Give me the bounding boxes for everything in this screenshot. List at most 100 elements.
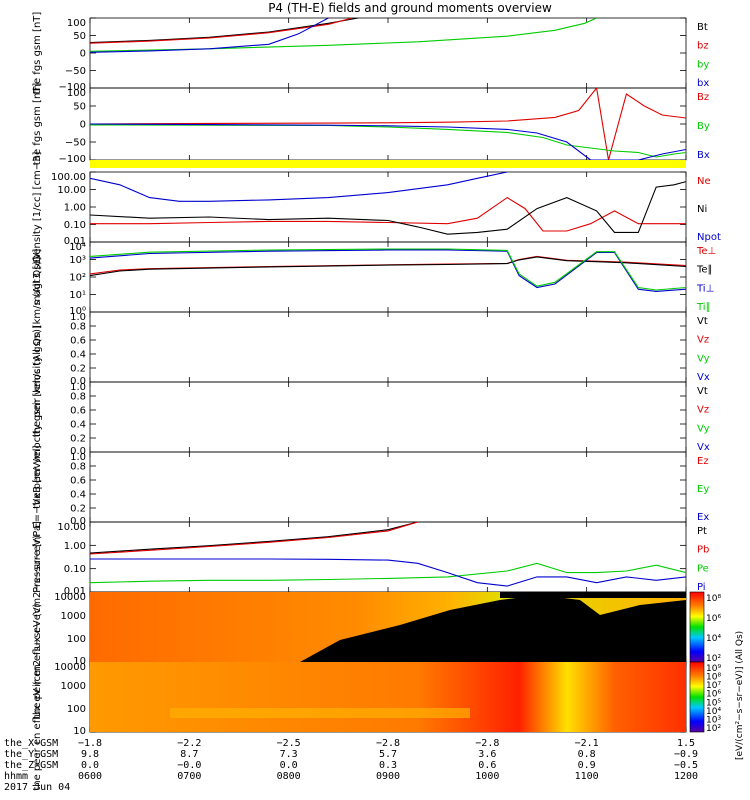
- x-axis-value: −2.5: [277, 738, 301, 749]
- panel-5-frame: [89, 311, 687, 383]
- x-axis-value: −2.1: [575, 738, 599, 749]
- panel-6-ytick-label: 1.0: [70, 382, 86, 393]
- panel-5-ytick-label: 0.8: [70, 322, 86, 333]
- x-axis-row-label: the_X−GSM: [4, 738, 58, 749]
- panel-6-legend-2: Vz: [697, 405, 709, 416]
- panel-6-ylabel: the peer velocity gsm [km/s (All Qs)]: [32, 325, 43, 509]
- panel-8-ytick-label: 0.01: [64, 586, 86, 597]
- panel-8-ylabel: Pressure [nPa]: [32, 521, 43, 593]
- panel-5-legend-2: Vz: [697, 335, 709, 346]
- colorbar-tick: 10⁸: [706, 673, 721, 683]
- panel-1-legend-3: by: [697, 59, 709, 70]
- panel-9-ylabel: the peir en eflux eV (cm2−s−sr−eV): [32, 535, 43, 719]
- panel-2-legend-3: Bx: [697, 150, 710, 161]
- panel-6-legend-4: Vx: [697, 442, 710, 453]
- panel-6-legend-3: Vy: [697, 423, 710, 434]
- x-axis-value: −0.9: [674, 749, 698, 760]
- colorbar-tick: 10⁶: [706, 690, 721, 700]
- x-axis-value: 0800: [277, 771, 301, 782]
- panel-8-frame: [89, 521, 687, 593]
- panel-9-ytick-label: 100: [67, 634, 86, 645]
- colorbar-2: [689, 661, 705, 733]
- colorbar-tick: 10²: [706, 654, 721, 664]
- panel-5: the peir velocity gsm [km/s (All Qs)] 1.0…: [32, 257, 710, 438]
- panel-3-ytick-label: 10.00: [57, 185, 86, 196]
- panel-7-legend-2: Ey: [697, 484, 709, 495]
- x-axis-value: 0.0: [81, 760, 99, 771]
- x-axis-value: 0.0: [280, 760, 298, 771]
- panel-8-series-Pe: [90, 562, 686, 584]
- panel-4-legend-4: Ti∥: [696, 302, 711, 313]
- panel-10-ytick-label: 10000: [54, 662, 86, 673]
- panel-2: the fgs gsm [nT] 100 50 0 −50 −100 Bz By Bx: [32, 83, 710, 166]
- panel-8-series-Pb: [90, 522, 418, 555]
- panel-3-legend-3: Npot: [697, 232, 721, 243]
- panel-7-ylabel: E=−VxB [mV/m]: [32, 445, 43, 528]
- panel-8-series-Pt: [90, 522, 418, 554]
- panel-3-ytick-label: 1.00: [64, 203, 86, 214]
- panel-1-series-Bt: [90, 18, 359, 44]
- x-axis-value: 9.8: [81, 749, 99, 760]
- panel-4-ytick-label: 10²: [69, 273, 86, 284]
- colorbar-tick: 10³: [706, 715, 721, 725]
- panel-6-ytick-label: 0.8: [70, 392, 86, 403]
- panel-1-ylabel: the fgs gsm [nT]: [32, 12, 43, 95]
- panel-7-frame: [89, 451, 687, 523]
- x-axis-value: 0900: [376, 771, 400, 782]
- colorbar-label: [eV/(cm²−s−sr−eV)] (All Qs): [735, 631, 745, 760]
- x-axis-value: −2.8: [376, 738, 400, 749]
- panel-1-frame: [89, 17, 687, 89]
- panel-3-ylabel: Density [1/cc] [cm−3]: [32, 152, 43, 263]
- x-axis-value: 1000: [475, 771, 499, 782]
- panel-1-ytick-label: −50: [65, 66, 86, 77]
- panel-4: magt3 [eV] 10⁴ 10³ 10² 10¹ 10⁰ Te⊥ Te∥ Ti⊥ Ti∥: [32, 241, 716, 317]
- panel-3-ytick-label: 0.01: [64, 236, 86, 247]
- panel-8-series-Pi: [90, 558, 686, 587]
- x-axis-value: 0.3: [379, 760, 397, 771]
- panel-2-ytick-label: 0: [80, 120, 86, 131]
- spacecraft-status-bar: [90, 160, 686, 168]
- panel-4-legend-2: Te∥: [696, 265, 713, 276]
- panel-2-legend-2: By: [697, 121, 710, 132]
- panel-2-ytick-label: −50: [65, 138, 86, 149]
- panel-5-ytick-label: 1.0: [70, 312, 86, 323]
- panel-2-ytick-label: 100: [67, 88, 86, 99]
- panel-2-ytick-label: 50: [73, 102, 86, 113]
- colorbar-tick: 10⁸: [706, 594, 721, 604]
- panel-7-ytick-label: 0.4: [70, 490, 86, 501]
- panel-2-series-Bx: [90, 123, 686, 160]
- panel-10-ytick-label: 100: [67, 704, 86, 715]
- x-axis-value: −0.5: [674, 760, 698, 771]
- panel-7-ytick-label: 0.0: [70, 516, 86, 527]
- panel-4-series-Te∥: [90, 256, 686, 277]
- colorbar-tick: 10⁵: [706, 698, 721, 708]
- x-axis-value: 8.7: [180, 749, 198, 760]
- x-axis-value: −1.8: [78, 738, 102, 749]
- x-axis-value: 0.9: [578, 760, 596, 771]
- panel-3-frame: [89, 171, 687, 243]
- panel-1-ytick-label: 100: [67, 18, 86, 29]
- panel-10-ylabel: the peer en eflux eV (cm2−s−sr−eV): [32, 603, 43, 790]
- panel-6-ytick-label: 0.0: [70, 446, 86, 457]
- x-axis-value: 0700: [177, 771, 201, 782]
- panel-8-ytick-label: 10.00: [57, 522, 86, 533]
- panel-1-series-bx: [90, 18, 329, 53]
- panel-6: the peer velocity gsm [km/s (All Qs)] 1.0…: [32, 325, 710, 509]
- x-axis-value: 0600: [78, 771, 102, 782]
- x-axis-value: 7.3: [280, 749, 298, 760]
- spectrogram-1-low-flux-region: [300, 595, 686, 662]
- panel-5-ytick-label: 0.6: [70, 336, 86, 347]
- panel-8-ytick-label: 0.10: [64, 564, 86, 575]
- panel-3-ytick-label: 0.10: [64, 220, 86, 231]
- panel-5-ytick-label: 0.2: [70, 364, 86, 375]
- panel-4-series-Ti∥: [90, 248, 686, 291]
- panel-4-ytick-label: 10⁴: [69, 242, 86, 253]
- colorbar-tick: 10⁴: [706, 707, 721, 717]
- panel-8-legend-2: Pb: [697, 545, 709, 556]
- panel-1-series-bz: [90, 18, 353, 44]
- panel-9-ytick-label: 1000: [61, 611, 86, 622]
- colorbar-tick: 10⁷: [706, 681, 721, 691]
- panel-5-legend-1: Vt: [697, 316, 708, 327]
